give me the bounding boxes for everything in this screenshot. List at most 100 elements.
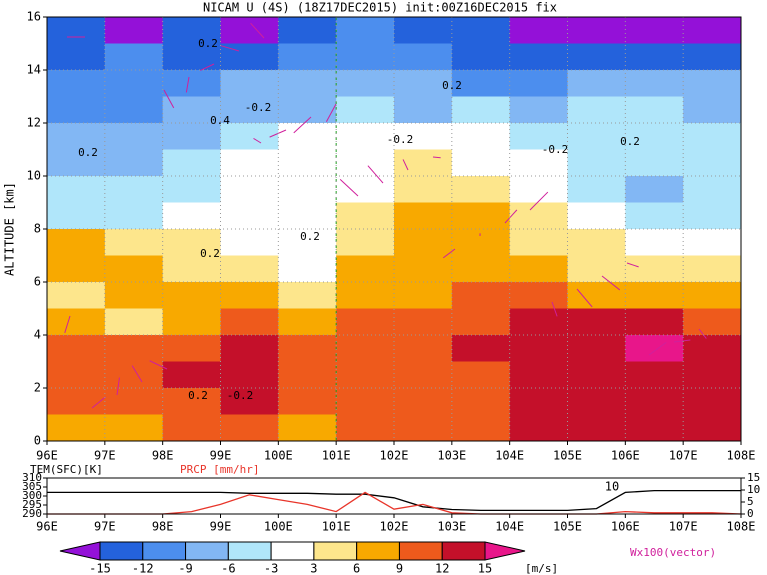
y-tick-label: 300	[22, 489, 42, 502]
field-cell	[278, 282, 337, 309]
field-cell	[162, 361, 221, 389]
field-cell	[625, 255, 684, 283]
field-cell	[278, 229, 337, 256]
field-cell	[394, 70, 453, 97]
field-cell	[451, 70, 511, 97]
contour-label: 0.2	[300, 230, 320, 243]
x-tick-label: 101E	[322, 449, 351, 463]
colorbar-box	[185, 541, 229, 561]
contour-label: 0.2	[188, 389, 208, 402]
x-tick-label: 99E	[210, 520, 232, 534]
x-tick-label: 101E	[322, 520, 351, 534]
field-cell	[162, 388, 221, 415]
field-cell	[451, 17, 511, 44]
field-cell	[451, 123, 511, 150]
field-cell	[567, 149, 626, 177]
field-cell	[104, 308, 164, 336]
field-cell	[162, 70, 221, 97]
field-cell	[278, 43, 337, 71]
field-cell	[394, 43, 453, 71]
field-cell	[220, 282, 279, 309]
field-cell	[625, 176, 684, 203]
colorbar-label: 3	[310, 562, 317, 575]
field-cell	[278, 176, 337, 203]
field-cell	[394, 308, 453, 336]
field-cell	[278, 255, 337, 283]
colorbar-box	[142, 541, 187, 561]
field-cell	[220, 149, 279, 177]
colorbar-box	[398, 541, 443, 561]
field-cell	[625, 308, 684, 336]
field-cell	[104, 388, 164, 415]
field-cell	[567, 361, 626, 389]
field-cell	[47, 43, 106, 71]
wind-vector	[163, 89, 175, 109]
field-cell	[220, 123, 279, 150]
field-cell	[509, 149, 568, 177]
colorbar-box	[99, 541, 144, 561]
x-tick-label: 98E	[152, 520, 174, 534]
field-cell	[104, 282, 164, 309]
field-cell	[47, 361, 106, 389]
field-cell	[336, 96, 395, 124]
colorbar-label: 6	[353, 562, 360, 575]
field-cell	[567, 123, 626, 150]
field-cell	[104, 70, 164, 97]
field-cell	[162, 43, 221, 71]
wind-vector	[504, 209, 518, 224]
field-cell	[220, 70, 279, 97]
field-cell	[104, 149, 164, 177]
field-cell	[162, 414, 221, 442]
y-tick-label: 8	[34, 222, 41, 236]
wind-vector	[601, 275, 621, 291]
field-cell	[104, 202, 164, 230]
field-cell	[336, 176, 395, 203]
field-cell	[162, 17, 221, 44]
field-cell	[683, 202, 742, 230]
wind-vector	[432, 156, 441, 159]
plot-frame	[46, 477, 742, 515]
field-cell	[394, 17, 453, 44]
field-cell	[567, 96, 626, 124]
field-cell	[394, 123, 453, 150]
field-cell	[451, 282, 511, 309]
x-tick-label: 106E	[611, 520, 640, 534]
field-cell	[104, 255, 164, 283]
y-tick-label: 12	[27, 116, 41, 130]
field-cell	[509, 388, 568, 415]
field-cell	[451, 388, 511, 415]
colorbar-box	[227, 541, 272, 561]
wind-vector	[116, 377, 120, 396]
colorbar-label: -6	[221, 562, 235, 575]
field-cell	[683, 176, 742, 203]
x-tick-label: 97E	[94, 449, 116, 463]
field-cell	[625, 202, 684, 230]
field-cell	[509, 229, 568, 256]
y-tick-label: 0	[34, 434, 41, 448]
field-cell	[683, 361, 742, 389]
field-cell	[509, 176, 568, 203]
field-cell	[394, 361, 453, 389]
field-cell	[567, 388, 626, 415]
wind-vector	[551, 301, 558, 317]
field-cell	[683, 414, 742, 442]
field-cell	[625, 43, 684, 71]
field-cell	[336, 282, 395, 309]
field-cell	[567, 414, 626, 442]
field-cell	[394, 282, 453, 309]
field-cell	[47, 414, 106, 442]
y-tick-label: 14	[27, 63, 41, 77]
wind-vector	[402, 159, 409, 171]
field-cell	[625, 282, 684, 309]
wind-vector	[367, 165, 384, 184]
field-cell	[625, 123, 684, 150]
contour-label: 0.2	[200, 247, 220, 260]
field-cell	[104, 96, 164, 124]
field-cell	[509, 414, 568, 442]
field-cell	[47, 335, 106, 362]
field-cell	[162, 282, 221, 309]
field-cell	[394, 335, 453, 362]
field-cell	[104, 414, 164, 442]
wind-vector	[698, 328, 707, 339]
field-cell	[278, 414, 337, 442]
